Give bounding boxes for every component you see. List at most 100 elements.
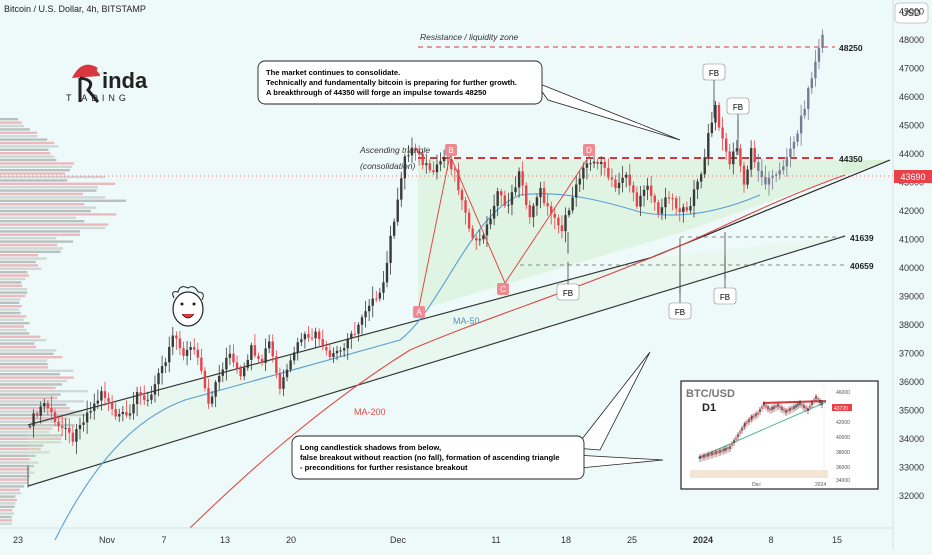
level-44350-label: 44350 [839,154,863,164]
candle [235,355,239,374]
fb-label-3: FB [720,293,730,302]
wave-label-c-box [497,283,509,295]
y-tick-label: 40000 [899,263,924,273]
volume-profile-bar [0,305,22,308]
volume-profile-bar [0,237,57,240]
candle [85,400,89,434]
volume-profile-bar [0,243,57,247]
volume-profile-bar [0,274,30,277]
volume-profile-bar [0,186,98,189]
candle [392,218,396,239]
x-tick-label: Nov [99,535,116,545]
triangle-title: Ascending triangle [359,145,430,155]
candle [378,287,382,302]
candle [621,166,624,193]
candle [689,197,692,214]
candle [103,381,107,406]
inset-candles [699,394,823,462]
candle [774,171,778,183]
candle [78,417,82,440]
volume-profile-bar [0,369,74,372]
inset-candle-body [746,421,748,424]
volume-profile-bar [0,145,59,148]
candle [535,194,539,216]
inset-timeframe: D1 [702,402,716,414]
candle [799,104,803,146]
candle [600,156,603,176]
symbol-title: Bitcoin / U.S. Dollar, 4h, BITSTAMP [4,4,146,14]
candle [425,153,428,174]
x-tick-label: 20 [286,535,296,545]
candle [792,136,796,157]
logo-text-sub: T ADING [66,93,130,103]
candle [575,175,578,207]
candle [164,357,167,374]
volume-profile-bar [0,458,31,461]
candle [771,169,774,190]
currency-badge: USD [901,8,921,18]
y-tick-label: 37000 [899,349,924,359]
volume-profile-bar [0,437,62,440]
candle [732,142,735,175]
volume-profile-bar [0,220,85,223]
volume-profile-bar [0,349,57,352]
volume-profile-bar [0,158,57,162]
fb-label-1: FB [563,289,573,298]
candle [385,251,389,288]
candle [500,188,503,206]
volume-profile-bar [0,264,39,267]
x-tick-labels[interactable]: 23 Nov 7 13 20 Dec 11 18 25 2024 8 15 [0,527,893,545]
candle [339,346,342,357]
volume-profile-bar [0,308,20,311]
volume-profile-bar [0,247,63,250]
volume-profile-bar [0,311,21,315]
santa-hat-logo-icon [72,64,100,78]
candle [60,414,64,436]
volume-profile-bar [0,216,76,219]
candle [218,364,221,390]
volume-profile-bar [0,301,20,304]
inset-candle-body [701,455,703,459]
wave-label-d-box [583,144,595,156]
volume-profile-bar [0,152,51,155]
candle [721,117,724,151]
inset-candle-body [763,403,765,406]
candle [539,181,542,209]
inset-candle-body [744,423,746,426]
candle [728,144,731,170]
volume-profile-bar [0,128,30,131]
inset-candle-body [703,454,705,458]
volume-profile-bar [0,352,54,355]
candle [121,406,125,422]
candle [649,175,653,204]
candle [421,151,424,170]
currency-badge-button[interactable] [894,2,929,24]
candle [692,180,696,218]
volume-profile-bar [0,148,49,151]
candle [193,338,196,355]
candle [303,331,307,349]
volume-profile-bar [0,359,47,362]
candle [467,208,471,232]
volume-profile-bar [0,131,37,134]
wave-label-c: C [500,285,506,294]
candle [332,347,335,364]
volume-profile-bar [0,233,81,236]
candle [410,137,414,164]
price-axis[interactable]: USD 32000 33000 34000 35000 36000 37000 38000 3… [892,0,932,550]
volume-profile-bar [0,206,97,209]
inset-candle-body [727,446,729,450]
x-tick-label: 13 [220,535,230,545]
candle [749,140,753,178]
candle [453,166,457,182]
candle [153,375,157,403]
x-tick-label: 7 [161,535,166,545]
fb-label-2: FB [675,308,685,317]
candle [642,185,646,207]
candle [71,425,75,446]
volume-profile-bar [0,366,49,369]
candle [507,192,510,214]
inset-candle-body [819,400,821,403]
inset-candle-body [785,410,787,413]
